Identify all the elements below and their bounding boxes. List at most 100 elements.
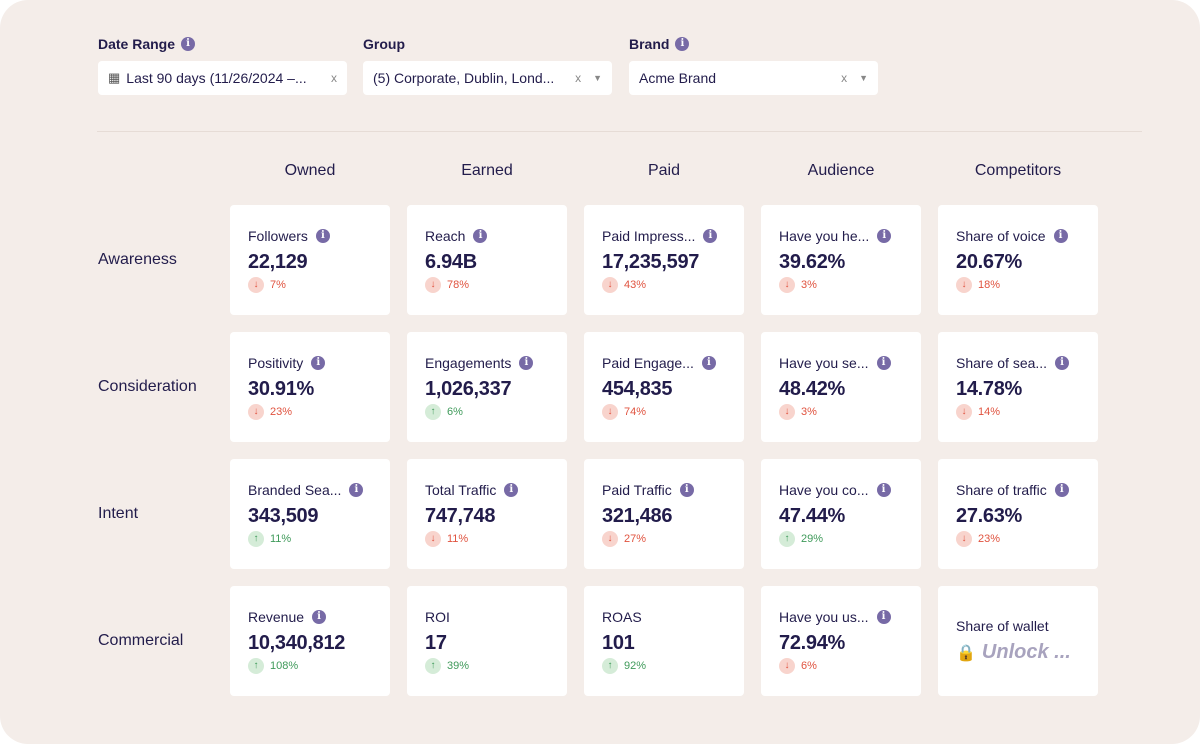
metric-value: 17,235,597 [602, 251, 700, 273]
metric-value: 17 [425, 632, 447, 654]
info-icon[interactable]: i [349, 483, 364, 497]
chevron-down-icon[interactable]: ▼ [593, 73, 602, 83]
metric-value: 101 [602, 632, 635, 654]
clear-icon[interactable]: x [841, 71, 848, 85]
metric-title-row: Have you co... i [779, 482, 921, 498]
info-icon[interactable]: i [1054, 483, 1069, 497]
metric-value: 47.44% [779, 505, 846, 527]
info-icon[interactable]: i [877, 229, 892, 243]
filter-brand: Brand i Acme Brand x ▼ [629, 36, 878, 95]
metric-card[interactable]: Paid Engage... i 454,835 ↓ 74% [584, 332, 744, 442]
metric-title: Engagements [425, 355, 512, 371]
metric-card[interactable]: Share of sea... i 14.78% ↓ 14% [938, 332, 1098, 442]
metric-title: Followers [248, 228, 308, 244]
info-icon[interactable]: i [312, 610, 327, 624]
row-header-commercial: Commercial [98, 632, 184, 649]
lock-icon: 🔒 [956, 644, 976, 662]
metric-card[interactable]: Have you us... i 72.94% ↓ 6% [761, 586, 921, 696]
metric-title-row: Revenue i [248, 609, 390, 625]
metric-card[interactable]: Reach i 6.94B ↓ 78% [407, 205, 567, 315]
metric-delta: ↓ 11% [425, 531, 567, 547]
info-icon[interactable]: i [473, 229, 488, 243]
metric-card[interactable]: Have you co... i 47.44% ↑ 29% [761, 459, 921, 569]
metric-card[interactable]: ROAS 101 ↑ 92% [584, 586, 744, 696]
filter-select[interactable]: ▦ Last 90 days (11/26/2024 –... x [98, 61, 347, 95]
column-header-earned: Earned [461, 162, 513, 179]
metric-delta: ↓ 3% [779, 404, 921, 420]
info-icon[interactable]: i [181, 37, 196, 51]
info-icon[interactable]: i [315, 229, 330, 243]
metric-value: 14.78% [956, 378, 1023, 400]
clear-icon[interactable]: x [575, 71, 582, 85]
metric-card[interactable]: Share of voice i 20.67% ↓ 18% [938, 205, 1098, 315]
metric-title-row: Positivity i [248, 355, 390, 371]
info-icon[interactable]: i [675, 37, 690, 51]
info-icon[interactable]: i [519, 356, 534, 370]
metric-value: 30.91% [248, 378, 315, 400]
metric-title-row: Share of traffic i [956, 482, 1098, 498]
metric-card[interactable]: Have you se... i 48.42% ↓ 3% [761, 332, 921, 442]
metric-card[interactable]: Branded Sea... i 343,509 ↑ 11% [230, 459, 390, 569]
metric-card[interactable]: Revenue i 10,340,812 ↑ 108% [230, 586, 390, 696]
info-icon[interactable]: i [1055, 356, 1070, 370]
delta-value: 29% [801, 533, 824, 545]
filter-select[interactable]: (5) Corporate, Dublin, Lond... x ▼ [363, 61, 612, 95]
info-icon[interactable]: i [1053, 229, 1068, 243]
delta-value: 18% [978, 279, 1001, 291]
metric-card[interactable]: Share of traffic i 27.63% ↓ 23% [938, 459, 1098, 569]
metric-card[interactable]: Engagements i 1,026,337 ↑ 6% [407, 332, 567, 442]
delta-value: 23% [270, 406, 293, 418]
filter-select[interactable]: Acme Brand x ▼ [629, 61, 878, 95]
metric-value: 6.94B [425, 251, 477, 273]
filter-label: Date Range i [98, 36, 347, 52]
metric-value: 1,026,337 [425, 378, 512, 400]
info-icon[interactable]: i [876, 610, 891, 624]
metric-delta: ↑ 11% [248, 531, 390, 547]
delta-value: 78% [447, 279, 470, 291]
arrow-down-icon: ↓ [956, 404, 972, 420]
clear-icon[interactable]: x [331, 71, 337, 85]
metric-title: Total Traffic [425, 482, 497, 498]
metric-delta: ↓ 7% [248, 277, 390, 293]
chevron-down-icon[interactable]: ▼ [859, 73, 868, 83]
metric-card[interactable]: Paid Impress... i 17,235,597 ↓ 43% [584, 205, 744, 315]
metric-delta: ↓ 23% [956, 531, 1098, 547]
info-icon[interactable]: i [703, 229, 718, 243]
metric-title-row: Share of wallet [956, 618, 1098, 634]
metric-card[interactable]: Positivity i 30.91% ↓ 23% [230, 332, 390, 442]
metric-title: Paid Traffic [602, 482, 672, 498]
metric-card[interactable]: ROI 17 ↑ 39% [407, 586, 567, 696]
metric-delta: ↑ 29% [779, 531, 921, 547]
info-icon[interactable]: i [311, 356, 326, 370]
metric-title-row: Paid Impress... i [602, 228, 744, 244]
metric-card[interactable]: Share of wallet 🔒 Unlock ... [938, 586, 1098, 696]
arrow-down-icon: ↓ [779, 277, 795, 293]
metric-delta: ↓ 74% [602, 404, 744, 420]
unlock-link[interactable]: 🔒 Unlock ... [956, 641, 1098, 664]
delta-value: 43% [624, 279, 647, 291]
info-icon[interactable]: i [701, 356, 716, 370]
metric-title: Have you us... [779, 609, 869, 625]
info-icon[interactable]: i [679, 483, 694, 497]
metric-card[interactable]: Total Traffic i 747,748 ↓ 11% [407, 459, 567, 569]
metric-title: Paid Impress... [602, 228, 696, 244]
info-icon[interactable]: i [876, 356, 891, 370]
metric-title-row: Have you he... i [779, 228, 921, 244]
column-header-owned: Owned [284, 162, 336, 179]
metric-title: Share of voice [956, 228, 1046, 244]
info-icon[interactable]: i [504, 483, 519, 497]
column-header-competitors: Competitors [974, 162, 1062, 179]
delta-value: 92% [624, 660, 647, 672]
metric-delta: ↓ 6% [779, 658, 921, 674]
metric-card[interactable]: Followers i 22,129 ↓ 7% [230, 205, 390, 315]
filter-label: Brand i [629, 36, 878, 52]
metric-title: Share of traffic [956, 482, 1047, 498]
filter-label: Group [363, 36, 612, 52]
arrow-down-icon: ↓ [602, 277, 618, 293]
arrow-down-icon: ↓ [602, 531, 618, 547]
filter-value: (5) Corporate, Dublin, Lond... [373, 70, 555, 86]
metric-card[interactable]: Paid Traffic i 321,486 ↓ 27% [584, 459, 744, 569]
metric-card[interactable]: Have you he... i 39.62% ↓ 3% [761, 205, 921, 315]
delta-value: 27% [624, 533, 647, 545]
info-icon[interactable]: i [876, 483, 891, 497]
